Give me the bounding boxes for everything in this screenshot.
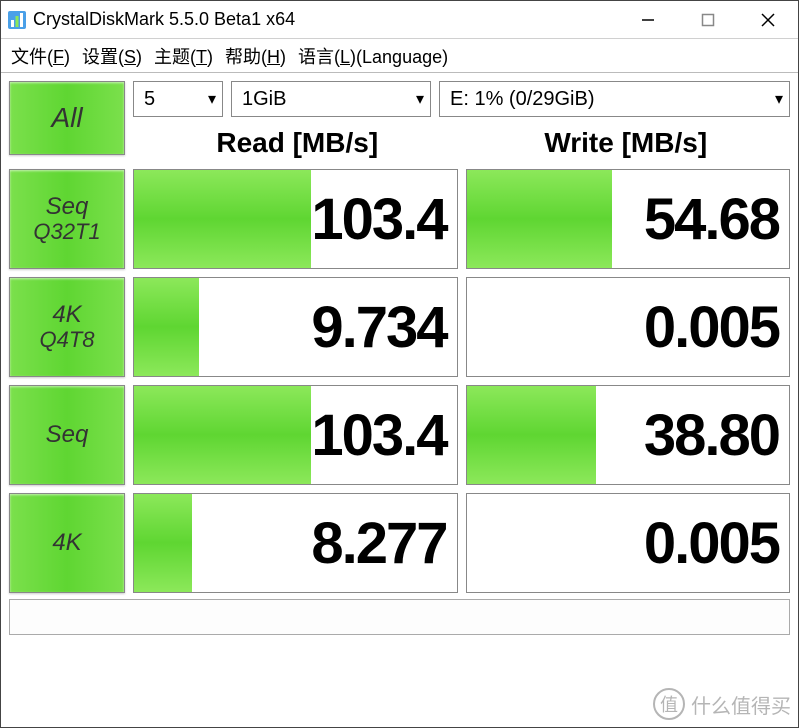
test-count-select[interactable]: 5 ▾ bbox=[133, 81, 223, 117]
test-count-value: 5 bbox=[144, 88, 155, 111]
minimize-icon bbox=[641, 13, 655, 27]
test-size-value: 1GiB bbox=[242, 88, 286, 111]
test-button-4k[interactable]: 4K bbox=[9, 493, 125, 593]
minimize-button[interactable] bbox=[618, 2, 678, 38]
status-bar bbox=[9, 599, 790, 635]
read-value: 9.734 bbox=[311, 294, 446, 361]
header-write: Write [MB/s] bbox=[462, 127, 791, 159]
read-value: 103.4 bbox=[311, 186, 446, 253]
write-result-cell: 38.80 bbox=[466, 385, 791, 485]
top-controls-row: All 5 ▾ 1GiB ▾ E: 1% (0/29GiB) ▾ bbox=[9, 81, 790, 159]
test-button-seq[interactable]: Seq bbox=[9, 385, 125, 485]
menu-theme[interactable]: 主题(T) bbox=[148, 39, 219, 73]
test-button-seq-q32t1[interactable]: Seq Q32T1 bbox=[9, 169, 125, 269]
header-read: Read [MB/s] bbox=[133, 127, 462, 159]
write-result-cell: 0.005 bbox=[466, 493, 791, 593]
write-result-cell: 0.005 bbox=[466, 277, 791, 377]
result-bar bbox=[467, 170, 612, 268]
result-row: 4K Q4T8 9.734 0.005 bbox=[9, 277, 790, 377]
read-result-cell: 103.4 bbox=[133, 385, 458, 485]
result-bar bbox=[134, 494, 192, 592]
read-result-cell: 103.4 bbox=[133, 169, 458, 269]
drive-select[interactable]: E: 1% (0/29GiB) ▾ bbox=[439, 81, 790, 117]
read-result-cell: 9.734 bbox=[133, 277, 458, 377]
chevron-down-icon: ▾ bbox=[208, 89, 216, 109]
menu-settings[interactable]: 设置(S) bbox=[76, 39, 148, 73]
write-value: 0.005 bbox=[644, 294, 779, 361]
test-button-4k-q4t8[interactable]: 4K Q4T8 bbox=[9, 277, 125, 377]
result-row: Seq 103.4 38.80 bbox=[9, 385, 790, 485]
result-row: Seq Q32T1 103.4 54.68 bbox=[9, 169, 790, 269]
write-value: 54.68 bbox=[644, 186, 779, 253]
window-title: CrystalDiskMark 5.5.0 Beta1 x64 bbox=[33, 9, 295, 30]
write-value: 38.80 bbox=[644, 402, 779, 469]
test-size-select[interactable]: 1GiB ▾ bbox=[231, 81, 431, 117]
menubar: 文件(F) 设置(S) 主题(T) 帮助(H) 语言(L)(Language) bbox=[1, 39, 798, 73]
result-bar bbox=[134, 386, 311, 484]
read-value: 103.4 bbox=[311, 402, 446, 469]
menu-help[interactable]: 帮助(H) bbox=[219, 39, 292, 73]
result-bar bbox=[467, 386, 596, 484]
menu-language[interactable]: 语言(L)(Language) bbox=[292, 39, 454, 73]
read-result-cell: 8.277 bbox=[133, 493, 458, 593]
menu-file[interactable]: 文件(F) bbox=[5, 39, 76, 73]
write-value: 0.005 bbox=[644, 510, 779, 577]
app-icon bbox=[7, 10, 27, 30]
titlebar: CrystalDiskMark 5.5.0 Beta1 x64 bbox=[1, 1, 798, 39]
content-area: All 5 ▾ 1GiB ▾ E: 1% (0/29GiB) ▾ bbox=[1, 73, 798, 727]
maximize-icon bbox=[701, 13, 715, 27]
chevron-down-icon: ▾ bbox=[416, 89, 424, 109]
app-window: CrystalDiskMark 5.5.0 Beta1 x64 文件(F) 设置… bbox=[0, 0, 799, 728]
read-value: 8.277 bbox=[311, 510, 446, 577]
drive-value: E: 1% (0/29GiB) bbox=[450, 88, 595, 111]
results-grid: Seq Q32T1 103.4 54.68 4K Q4T8 bbox=[9, 169, 790, 593]
run-all-button[interactable]: All bbox=[9, 81, 125, 155]
result-bar bbox=[134, 170, 311, 268]
close-button[interactable] bbox=[738, 2, 798, 38]
close-icon bbox=[760, 12, 776, 28]
write-result-cell: 54.68 bbox=[466, 169, 791, 269]
chevron-down-icon: ▾ bbox=[775, 89, 783, 109]
result-row: 4K 8.277 0.005 bbox=[9, 493, 790, 593]
maximize-button[interactable] bbox=[678, 2, 738, 38]
result-bar bbox=[134, 278, 199, 376]
